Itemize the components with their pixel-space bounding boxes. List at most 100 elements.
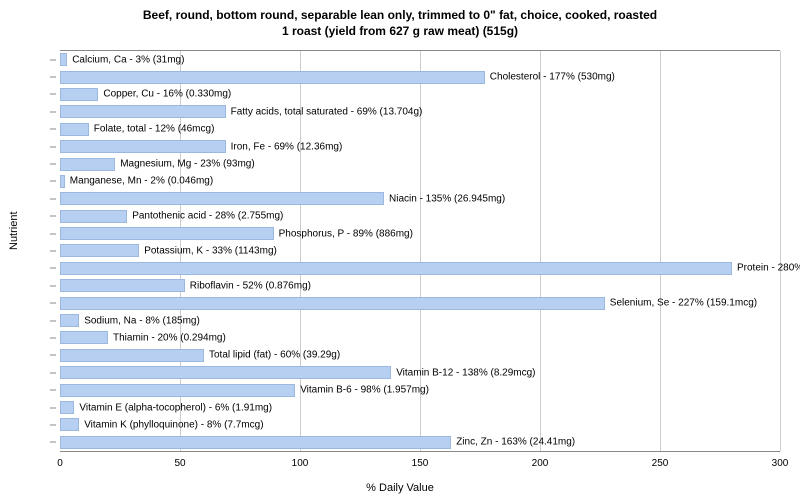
y-tick <box>50 285 56 286</box>
nutrient-bar: Pantothenic acid - 28% (2.755mg) <box>60 210 127 223</box>
nutrient-chart: Beef, round, bottom round, separable lea… <box>0 0 800 500</box>
bar-row: Riboflavin - 52% (0.876mg) <box>60 277 780 294</box>
bar-label: Niacin - 135% (26.945mg) <box>389 193 505 204</box>
y-tick <box>50 59 56 60</box>
y-tick <box>50 181 56 182</box>
nutrient-bar: Magnesium, Mg - 23% (93mg) <box>60 158 115 171</box>
y-tick <box>50 390 56 391</box>
nutrient-bar: Zinc, Zn - 163% (24.41mg) <box>60 436 451 449</box>
nutrient-bar: Total lipid (fat) - 60% (39.29g) <box>60 349 204 362</box>
nutrient-bar: Calcium, Ca - 3% (31mg) <box>60 53 67 66</box>
nutrient-bar: Fatty acids, total saturated - 69% (13.7… <box>60 105 226 118</box>
y-tick <box>50 250 56 251</box>
x-tick-label: 300 <box>772 458 789 469</box>
y-tick <box>50 320 56 321</box>
bar-label: Vitamin B-12 - 138% (8.29mcg) <box>396 367 535 378</box>
bar-label: Vitamin E (alpha-tocopherol) - 6% (1.91m… <box>79 402 272 413</box>
bar-row: Potassium, K - 33% (1143mg) <box>60 242 780 259</box>
nutrient-bar: Potassium, K - 33% (1143mg) <box>60 244 139 257</box>
nutrient-bar: Vitamin E (alpha-tocopherol) - 6% (1.91m… <box>60 401 74 414</box>
nutrient-bar: Iron, Fe - 69% (12.36mg) <box>60 140 226 153</box>
bar-label: Selenium, Se - 227% (159.1mcg) <box>610 298 757 309</box>
y-tick <box>50 111 56 112</box>
bar-row: Iron, Fe - 69% (12.36mg) <box>60 138 780 155</box>
bar-label: Thiamin - 20% (0.294mg) <box>113 332 226 343</box>
bar-label: Phosphorus, P - 89% (886mg) <box>279 228 413 239</box>
gridline <box>780 51 781 451</box>
bar-label: Vitamin B-6 - 98% (1.957mg) <box>300 385 429 396</box>
y-tick <box>50 442 56 443</box>
bar-label: Manganese, Mn - 2% (0.046mg) <box>70 176 213 187</box>
nutrient-bar: Vitamin B-12 - 138% (8.29mcg) <box>60 366 391 379</box>
nutrient-bar: Vitamin B-6 - 98% (1.957mg) <box>60 384 295 397</box>
title-line2: 1 roast (yield from 627 g raw meat) (515… <box>0 24 800 40</box>
bar-row: Vitamin B-12 - 138% (8.29mcg) <box>60 364 780 381</box>
y-tick <box>50 146 56 147</box>
bar-label: Fatty acids, total saturated - 69% (13.7… <box>231 106 423 117</box>
bar-row: Folate, total - 12% (46mcg) <box>60 121 780 138</box>
bar-row: Copper, Cu - 16% (0.330mg) <box>60 86 780 103</box>
bars-wrap: Calcium, Ca - 3% (31mg) Cholesterol - 177… <box>60 51 780 451</box>
y-tick <box>50 407 56 408</box>
bar-row: Niacin - 135% (26.945mg) <box>60 190 780 207</box>
y-axis-label: Nutrient <box>8 211 20 250</box>
bar-label: Potassium, K - 33% (1143mg) <box>144 245 277 256</box>
bar-row: Zinc, Zn - 163% (24.41mg) <box>60 434 780 451</box>
nutrient-bar: Protein - 280% (140.23g) <box>60 262 732 275</box>
x-tick-label: 50 <box>174 458 185 469</box>
plot-area: 050100150200250300 Calcium, Ca - 3% (31m… <box>60 50 780 452</box>
bar-row: Phosphorus, P - 89% (886mg) <box>60 225 780 242</box>
bar-label: Pantothenic acid - 28% (2.755mg) <box>132 211 283 222</box>
bar-row: Vitamin K (phylloquinone) - 8% (7.7mcg) <box>60 416 780 433</box>
bar-label: Total lipid (fat) - 60% (39.29g) <box>209 350 340 361</box>
chart-title: Beef, round, bottom round, separable lea… <box>0 0 800 39</box>
nutrient-bar: Selenium, Se - 227% (159.1mcg) <box>60 297 605 310</box>
bar-label: Zinc, Zn - 163% (24.41mg) <box>456 437 575 448</box>
bar-label: Magnesium, Mg - 23% (93mg) <box>120 159 255 170</box>
nutrient-bar: Niacin - 135% (26.945mg) <box>60 192 384 205</box>
bar-label: Copper, Cu - 16% (0.330mg) <box>103 89 231 100</box>
nutrient-bar: Cholesterol - 177% (530mg) <box>60 71 485 84</box>
bar-label: Vitamin K (phylloquinone) - 8% (7.7mcg) <box>84 419 263 430</box>
bar-row: Vitamin B-6 - 98% (1.957mg) <box>60 381 780 398</box>
y-tick <box>50 77 56 78</box>
bar-label: Riboflavin - 52% (0.876mg) <box>190 280 311 291</box>
y-tick <box>50 94 56 95</box>
y-tick <box>50 198 56 199</box>
bar-row: Total lipid (fat) - 60% (39.29g) <box>60 347 780 364</box>
nutrient-bar: Folate, total - 12% (46mcg) <box>60 123 89 136</box>
bar-row: Magnesium, Mg - 23% (93mg) <box>60 155 780 172</box>
y-tick <box>50 372 56 373</box>
bar-row: Calcium, Ca - 3% (31mg) <box>60 51 780 68</box>
nutrient-bar: Sodium, Na - 8% (185mg) <box>60 314 79 327</box>
bar-label: Sodium, Na - 8% (185mg) <box>84 315 200 326</box>
bar-label: Folate, total - 12% (46mcg) <box>94 124 215 135</box>
bar-label: Protein - 280% (140.23g) <box>737 263 800 274</box>
bar-row: Cholesterol - 177% (530mg) <box>60 68 780 85</box>
y-tick <box>50 216 56 217</box>
y-tick <box>50 129 56 130</box>
nutrient-bar: Copper, Cu - 16% (0.330mg) <box>60 88 98 101</box>
bar-row: Manganese, Mn - 2% (0.046mg) <box>60 173 780 190</box>
x-axis-label: % Daily Value <box>366 482 434 494</box>
bar-row: Selenium, Se - 227% (159.1mcg) <box>60 294 780 311</box>
y-tick <box>50 355 56 356</box>
bar-row: Thiamin - 20% (0.294mg) <box>60 329 780 346</box>
bar-row: Sodium, Na - 8% (185mg) <box>60 312 780 329</box>
bar-row: Protein - 280% (140.23g) <box>60 260 780 277</box>
y-tick <box>50 337 56 338</box>
bar-label: Iron, Fe - 69% (12.36mg) <box>231 141 343 152</box>
y-tick <box>50 164 56 165</box>
bar-label: Calcium, Ca - 3% (31mg) <box>72 54 184 65</box>
y-tick <box>50 233 56 234</box>
bar-row: Fatty acids, total saturated - 69% (13.7… <box>60 103 780 120</box>
x-tick-label: 150 <box>412 458 429 469</box>
x-tick-label: 100 <box>292 458 309 469</box>
title-line1: Beef, round, bottom round, separable lea… <box>0 8 800 24</box>
y-tick <box>50 268 56 269</box>
nutrient-bar: Manganese, Mn - 2% (0.046mg) <box>60 175 65 188</box>
bar-row: Vitamin E (alpha-tocopherol) - 6% (1.91m… <box>60 399 780 416</box>
x-tick-label: 250 <box>652 458 669 469</box>
bar-label: Cholesterol - 177% (530mg) <box>490 72 615 83</box>
nutrient-bar: Phosphorus, P - 89% (886mg) <box>60 227 274 240</box>
